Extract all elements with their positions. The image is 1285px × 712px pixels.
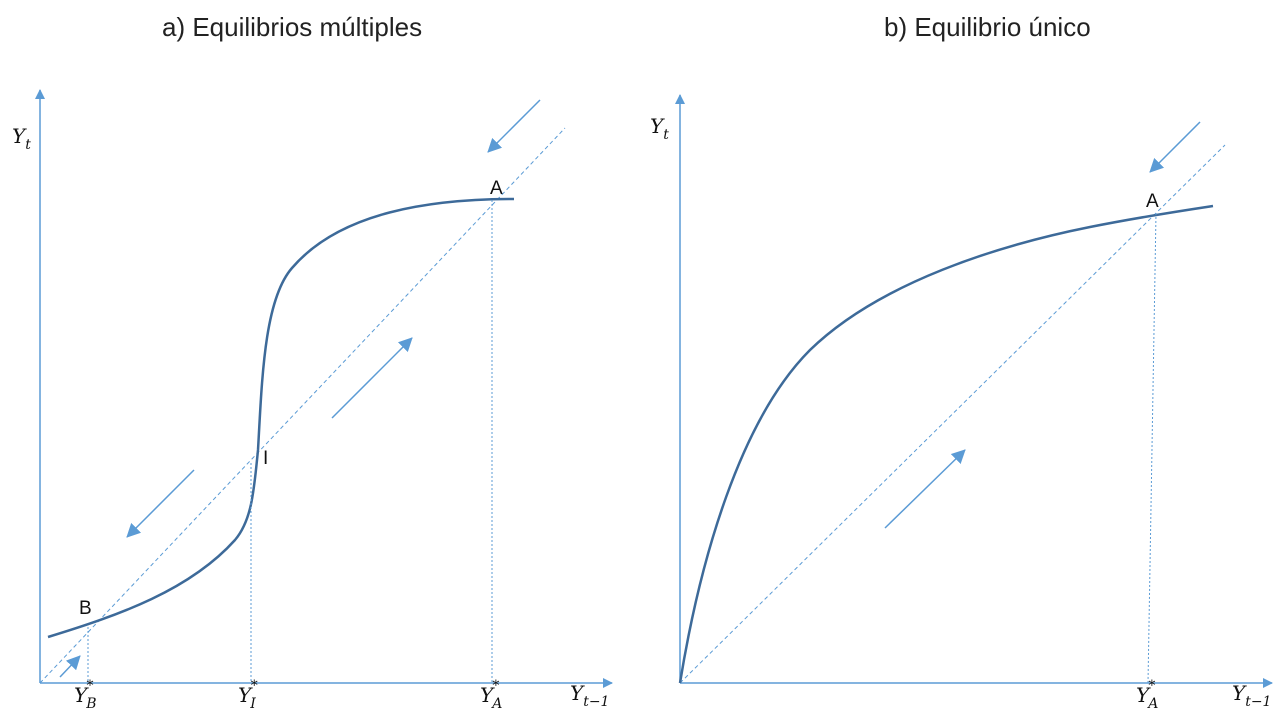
panel-a-point-a-label: A: [490, 178, 503, 199]
panel-a-tick-ya: YA*: [480, 678, 502, 712]
panel-a-arrow-upward: [331, 337, 413, 419]
panel-a-tick-yb: YB*: [74, 678, 97, 712]
panel-b-title: b) Equilibrio único: [884, 12, 1091, 42]
panel-b-arrow-upward: [884, 449, 966, 529]
panel-a-arrow-downward: [126, 469, 195, 538]
panel-b-y-axis-label: Yt: [650, 114, 669, 143]
panel-a-x-axis-label: Yt−1: [570, 681, 609, 710]
panel-a-arrow-toward-b: [59, 655, 81, 678]
panel-a-45-degree-line: [39, 127, 566, 684]
panel-b-x-axis-label: Yt−1: [1232, 681, 1271, 710]
panel-b-point-a-label: A: [1146, 191, 1159, 212]
panel-a-title: a) Equilibrios múltiples: [162, 12, 423, 42]
panel-b-concave-curve: [678, 204, 1214, 684]
panel-b-tick-ya: YA*: [1136, 678, 1158, 712]
panel-a-s-curve: [47, 197, 515, 639]
panel-b-guide-a: [1147, 212, 1157, 684]
panel-a-arrow-toward-a: [487, 99, 541, 153]
panel-a-point-i-label: I: [263, 448, 268, 469]
panel-b-arrow-toward-a: [1149, 121, 1201, 173]
panel-b-45-degree-line: [679, 144, 1226, 684]
panel-a-tick-yi: YI*: [238, 678, 258, 712]
panel-a-point-b-label: B: [79, 598, 92, 619]
panel-b: Yt Yt−1 A YA*: [650, 94, 1273, 712]
panel-a: Yt Yt−1 A I B YB* YI* YA*: [12, 89, 613, 712]
panel-a-y-axis-label: Yt: [12, 124, 31, 153]
